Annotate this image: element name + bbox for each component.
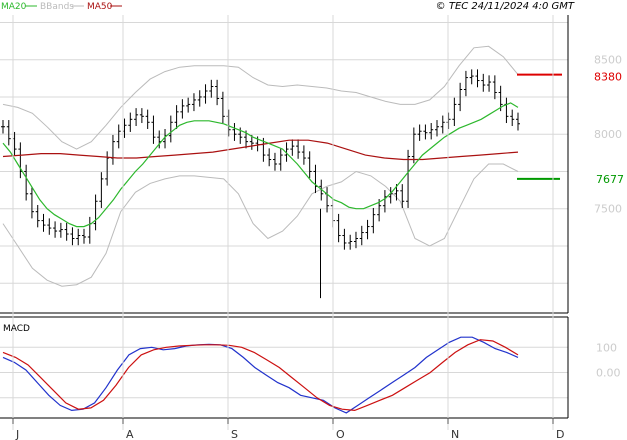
macd-tick-label: 0.00 (596, 367, 621, 380)
support-level-label: 7677 (596, 173, 624, 186)
legend: MA20 BBands MA50 (1, 2, 122, 12)
price-tick-label: 8000 (594, 128, 622, 141)
ma50-line (2, 139, 519, 161)
price-tick-label: 7500 (594, 203, 622, 216)
overlay: © TEC 24/11/2024 4:0 GMT MA20 BBands MA5… (1, 1, 575, 334)
month-label-d: D (556, 428, 564, 440)
legend-ma50-label: MA50 (87, 2, 113, 12)
ma20-line (2, 102, 519, 228)
bbands-lower-line (2, 163, 519, 287)
macd-panel-label: MACD (3, 324, 30, 334)
legend-ma20-label: MA20 (1, 2, 27, 12)
price-tick-label: 8500 (594, 54, 622, 67)
macd-signal-line (2, 339, 519, 412)
resistance-level-label: 8380 (594, 71, 622, 84)
month-label-j: J (15, 428, 19, 440)
macd-panel-bg (0, 317, 568, 418)
price-panel-bg (0, 15, 568, 313)
copyright-credit: © TEC 24/11/2024 4:0 GMT (436, 1, 575, 12)
bbands-upper-line (2, 45, 519, 150)
price-panel: 7500 8000 8500 8380 7677 (0, 15, 624, 314)
legend-bbands-label: BBands (40, 2, 74, 12)
month-label-s: S (231, 428, 238, 440)
month-label-n: N (451, 428, 459, 440)
macd-tick-label: 100 (596, 341, 617, 354)
month-label-o: O (336, 428, 345, 440)
macd-panel: 0.00 100 (0, 316, 621, 419)
macd-line (2, 336, 519, 414)
month-label-a: A (126, 428, 134, 440)
